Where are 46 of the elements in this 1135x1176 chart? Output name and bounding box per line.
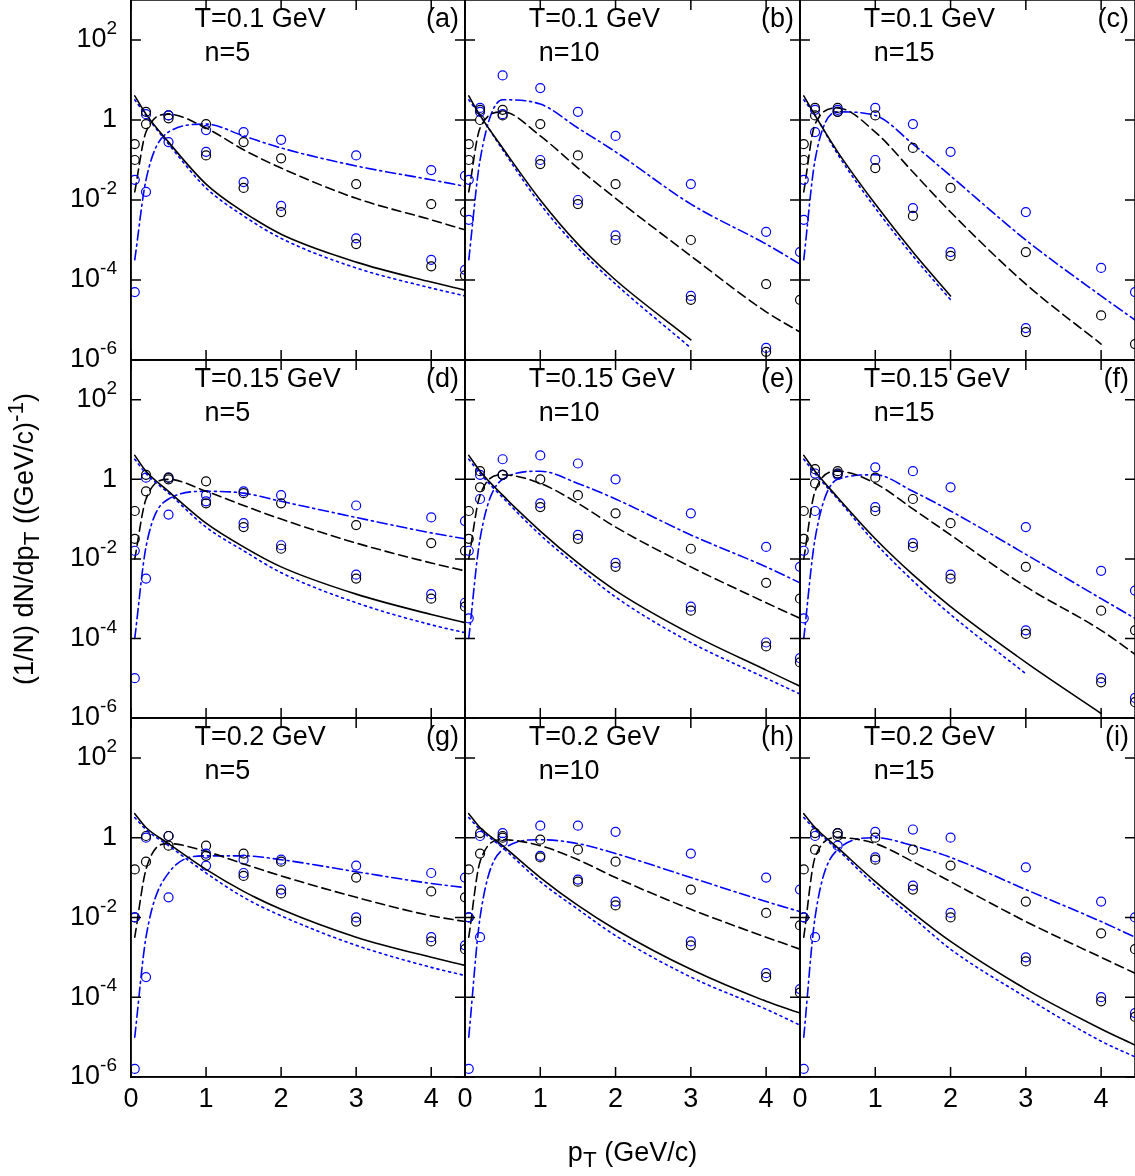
x-tick-label: 2 [273,1082,289,1113]
annotation: (e) [761,363,794,394]
x-tick-label: 3 [348,1082,364,1113]
annotation: n=5 [204,755,251,786]
annotation: T=0.15 GeV [863,363,1010,394]
x-tick-label: 4 [758,1082,774,1113]
annotation: n=15 [873,755,935,786]
annotation: T=0.1 GeV [194,3,326,34]
annotation: T=0.2 GeV [194,721,326,752]
annotation: n=15 [873,37,935,68]
annotation: (c) [1097,3,1129,34]
x-tick-label: 1 [867,1082,883,1113]
annotation: T=0.15 GeV [194,363,341,394]
x-tick-label: 0 [123,1082,139,1113]
annotation: T=0.1 GeV [528,3,660,34]
annotation: (d) [426,363,459,394]
annotation: n=10 [538,37,600,68]
annotation: (a) [426,3,459,34]
annotation: (i) [1105,721,1129,752]
annotation: n=10 [538,755,600,786]
annotation: n=5 [204,397,251,428]
x-tick-label: 1 [532,1082,548,1113]
y-tick-label: 1 [101,821,118,852]
annotation: n=15 [873,397,935,428]
x-axis-title: p$_{T}$ (GeV/c) [567,1136,698,1174]
y-tick-label: 1 [101,462,118,493]
annotation: T=0.2 GeV [528,721,660,752]
annotation: n=10 [538,397,600,428]
annotation: T=0.1 GeV [863,3,995,34]
x-tick-label: 4 [1093,1082,1109,1113]
x-tick-label: 4 [423,1082,439,1113]
annotation: T=0.15 GeV [528,363,675,394]
annotation: n=5 [204,37,251,68]
x-tick-label: 1 [198,1082,214,1113]
x-tick-label: 0 [457,1082,473,1113]
x-tick-label: 3 [1018,1082,1034,1113]
annotation: (f) [1103,363,1129,394]
annotation: (h) [761,721,794,752]
x-tick-label: 2 [943,1082,959,1113]
x-tick-label: 0 [792,1082,808,1113]
annotation: (g) [426,721,459,752]
x-tick-label: 3 [683,1082,699,1113]
x-tick-label: 2 [608,1082,624,1113]
y-tick-label: 1 [101,103,118,134]
annotation: (b) [761,3,794,34]
annotation: T=0.2 GeV [863,721,995,752]
